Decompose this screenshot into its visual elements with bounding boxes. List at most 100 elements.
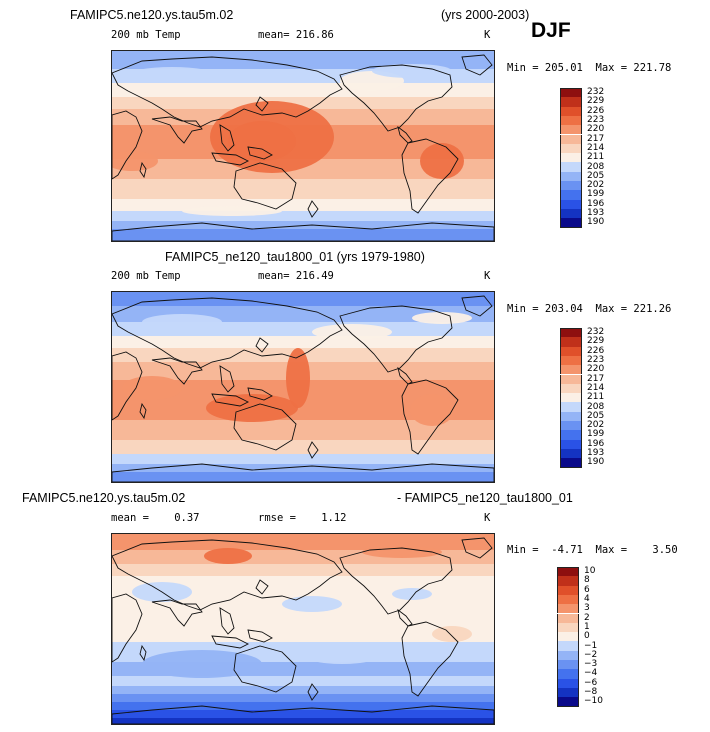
colorbar-label: −10	[584, 696, 603, 707]
colorbar-swatch	[560, 328, 582, 339]
colorbar-swatch	[557, 585, 579, 595]
panel1-title-right: (yrs 2000-2003)	[441, 8, 530, 22]
colorbar-swatch	[560, 134, 582, 144]
colorbar-label: 223	[587, 355, 605, 366]
colorbar-swatch	[560, 199, 582, 209]
colorbar-label: −4	[584, 668, 598, 679]
colorbar-label: 199	[587, 189, 605, 200]
colorbar-label: 208	[587, 401, 605, 412]
colorbar-label: 0	[584, 631, 590, 642]
coastlines	[112, 295, 494, 482]
colorbar-swatch	[560, 125, 582, 135]
colorbar-swatch	[560, 115, 582, 126]
panel3-unit: K	[484, 512, 491, 524]
colorbar-swatch	[560, 218, 582, 229]
colorbar-swatch	[560, 106, 582, 116]
colorbar-swatch	[557, 669, 579, 679]
season-label: DJF	[531, 19, 571, 42]
colorbar-label: 217	[587, 133, 605, 144]
colorbar-swatch	[560, 337, 582, 347]
panel1-unit: K	[484, 29, 491, 41]
colorbar-label: 4	[584, 594, 590, 605]
colorbar-swatch	[557, 567, 579, 578]
colorbar-label: 193	[587, 448, 605, 459]
colorbar-label: 211	[587, 152, 605, 163]
colorbar-swatch	[560, 208, 582, 219]
colorbar-label: 214	[587, 382, 605, 393]
colorbar-swatch	[560, 88, 582, 99]
colorbar-swatch	[560, 143, 582, 154]
colorbar-label: 196	[587, 438, 605, 449]
colorbar-swatch	[560, 162, 582, 172]
colorbar-label: 232	[587, 87, 605, 98]
colorbar-label: 214	[587, 142, 605, 153]
colorbar-swatch	[557, 660, 579, 670]
panel1-minmax: Min = 205.01 Max = 221.78	[507, 62, 672, 74]
panel3-title-left: FAMIPC5.ne120.ys.tau5m.02	[22, 491, 186, 505]
colorbar-swatch	[560, 430, 582, 440]
colorbar-swatch	[560, 448, 582, 459]
colorbar-swatch	[560, 421, 582, 431]
colorbar-swatch	[557, 613, 579, 623]
colorbar-swatch	[557, 697, 579, 708]
colorbar-swatch	[560, 355, 582, 366]
panel1-mean: mean= 216.86	[258, 29, 334, 41]
contour-blobs	[122, 312, 472, 426]
colorbar-swatch	[557, 576, 579, 586]
colorbar-label: 208	[587, 161, 605, 172]
panel2-mean: mean= 216.49	[258, 270, 334, 282]
colorbar-swatch	[557, 594, 579, 605]
panel2-title: FAMIPC5_ne120_tau1800_01 (yrs 1979-1980)	[165, 250, 425, 264]
colorbar-swatch	[560, 190, 582, 200]
panel3-rmse: rmse = 1.12	[258, 512, 347, 524]
colorbar-swatch	[557, 632, 579, 642]
panel3-mean: mean = 0.37	[111, 512, 200, 524]
colorbar-label: 6	[584, 584, 590, 595]
colorbar-swatch	[560, 171, 582, 181]
panel1-map	[111, 50, 495, 242]
panel2-map	[111, 291, 495, 483]
panel3-map	[111, 533, 495, 725]
colorbar-swatch	[560, 97, 582, 107]
colorbar-label: 232	[587, 327, 605, 338]
colorbar-label: 223	[587, 115, 605, 126]
colorbar-label: 190	[587, 457, 605, 468]
colorbar-label: −3	[584, 659, 598, 670]
colorbar-label: 8	[584, 575, 590, 586]
colorbar-swatch	[560, 411, 582, 421]
colorbar-label: 217	[587, 373, 605, 384]
colorbar-swatch	[560, 374, 582, 384]
colorbar-label: −2	[584, 649, 598, 660]
colorbar-label: −8	[584, 687, 598, 698]
colorbar-swatch	[560, 153, 582, 163]
colorbar-label: −6	[584, 677, 598, 688]
colorbar-label: 196	[587, 198, 605, 209]
panel3-title-right: - FAMIPC5_ne120_tau1800_01	[397, 491, 573, 505]
colorbar-label: 229	[587, 96, 605, 107]
colorbar-label: 2	[584, 612, 590, 623]
contour-blobs	[132, 546, 472, 678]
colorbar-label: 220	[587, 124, 605, 135]
colorbar-swatch	[560, 402, 582, 412]
contour-blobs	[112, 64, 464, 216]
colorbar-label: 226	[587, 345, 605, 356]
colorbar-label: −1	[584, 640, 598, 651]
colorbar-label: 193	[587, 208, 605, 219]
panel2-minmax: Min = 203.04 Max = 221.26	[507, 303, 672, 315]
colorbar-swatch	[560, 346, 582, 356]
colorbar-label: 202	[587, 420, 605, 431]
coastlines	[112, 537, 494, 724]
colorbar-label: 211	[587, 392, 605, 403]
colorbar-label: 226	[587, 105, 605, 116]
colorbar-swatch	[557, 678, 579, 688]
colorbar-swatch	[557, 604, 579, 614]
colorbar-label: 205	[587, 410, 605, 421]
colorbar-label: 199	[587, 429, 605, 440]
colorbar-label: 3	[584, 603, 590, 614]
colorbar-label: 220	[587, 364, 605, 375]
colorbar-label: 202	[587, 180, 605, 191]
colorbar-label: 10	[584, 566, 596, 577]
panel2-unit: K	[484, 270, 491, 282]
panel2-field: 200 mb Temp	[111, 270, 181, 282]
colorbar-swatch	[560, 181, 582, 191]
